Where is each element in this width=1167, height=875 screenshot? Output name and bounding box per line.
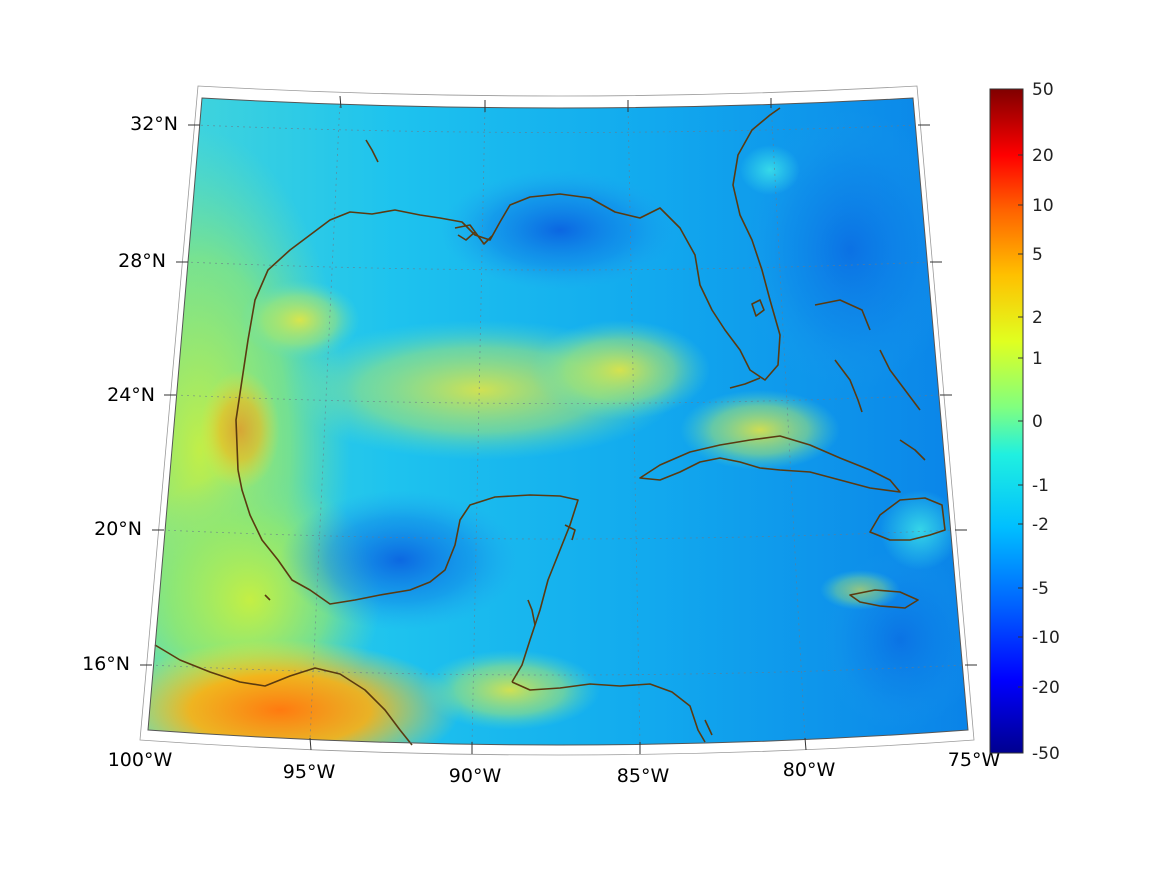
colorbar-label-2: 2: [1032, 308, 1043, 328]
latitude-labels: 32°N 28°N 24°N 20°N 16°N: [82, 113, 178, 675]
colorbar-label-10: 10: [1032, 196, 1054, 216]
graticule: [149, 99, 966, 745]
lat-label-16n: 16°N: [82, 653, 130, 675]
map-frame-outer: [139, 85, 975, 756]
lon-label-80w: 80°W: [783, 759, 836, 781]
colorbar-label-neg50: -50: [1032, 744, 1060, 764]
bahamas-south: [899, 439, 926, 461]
mexico-pacific-coast: [154, 644, 413, 746]
bahamas-great: [814, 299, 871, 331]
colorbar-ticks: [1018, 88, 1023, 754]
belize-reef: [527, 599, 536, 626]
lat-label-24n: 24°N: [107, 384, 155, 406]
colorbar-label-5: 5: [1032, 245, 1043, 265]
colorbar-label-20: 20: [1032, 146, 1054, 166]
texas-inland: [365, 139, 379, 163]
map-frame: [147, 97, 969, 746]
colorbar-label-neg20: -20: [1032, 678, 1060, 698]
colorbar-label-neg10: -10: [1032, 628, 1060, 648]
nicaragua-coast: [704, 719, 713, 736]
lon-label-75w: 75°W: [948, 749, 1001, 771]
colorbar-label-neg1: -1: [1032, 476, 1049, 496]
yucatan-isle: [564, 524, 576, 541]
frame-ticks: [140, 95, 977, 754]
lat-label-32n: 32°N: [130, 113, 178, 135]
colorbar-labels: 50 20 10 5 2 1 0 -1 -2 -5 -10 -20 -50: [1032, 80, 1060, 764]
hispaniola: [869, 497, 946, 541]
mexico-east-coast: [237, 469, 579, 683]
coastlines: [154, 107, 946, 746]
gulf-coast: [235, 107, 781, 471]
jamaica: [849, 589, 919, 609]
central-america-coast: [511, 681, 706, 743]
colorbar-gradient: [989, 88, 1024, 754]
colorbar-label-0: 0: [1032, 412, 1043, 432]
lon-label-85w: 85°W: [617, 765, 670, 787]
florida-keys: [729, 377, 761, 389]
longitude-labels: 100°W 95°W 90°W 85°W 80°W 75°W: [108, 749, 1001, 787]
bahamas-east: [879, 349, 921, 411]
data-field: [148, 98, 968, 745]
map-panel: 32°N 28°N 24°N 20°N 16°N 100°W 95°W 90°W…: [82, 85, 1001, 787]
colorbar: 50 20 10 5 2 1 0 -1 -2 -5 -10 -20 -50: [989, 80, 1060, 764]
lat-label-28n: 28°N: [118, 250, 166, 272]
colorbar-label-50: 50: [1032, 80, 1054, 100]
lat-label-20n: 20°N: [94, 518, 142, 540]
lon-label-100w: 100°W: [108, 749, 173, 771]
cuba: [639, 435, 901, 493]
lon-label-95w: 95°W: [283, 761, 336, 783]
colorbar-label-1: 1: [1032, 349, 1043, 369]
veracruz-detail: [264, 594, 271, 601]
louisiana-delta: [457, 231, 493, 245]
lon-label-90w: 90°W: [449, 765, 502, 787]
lake-okeechobee: [751, 299, 765, 317]
bahamas-andros: [834, 359, 863, 413]
colorbar-label-neg2: -2: [1032, 515, 1049, 535]
colorbar-label-neg5: -5: [1032, 579, 1049, 599]
